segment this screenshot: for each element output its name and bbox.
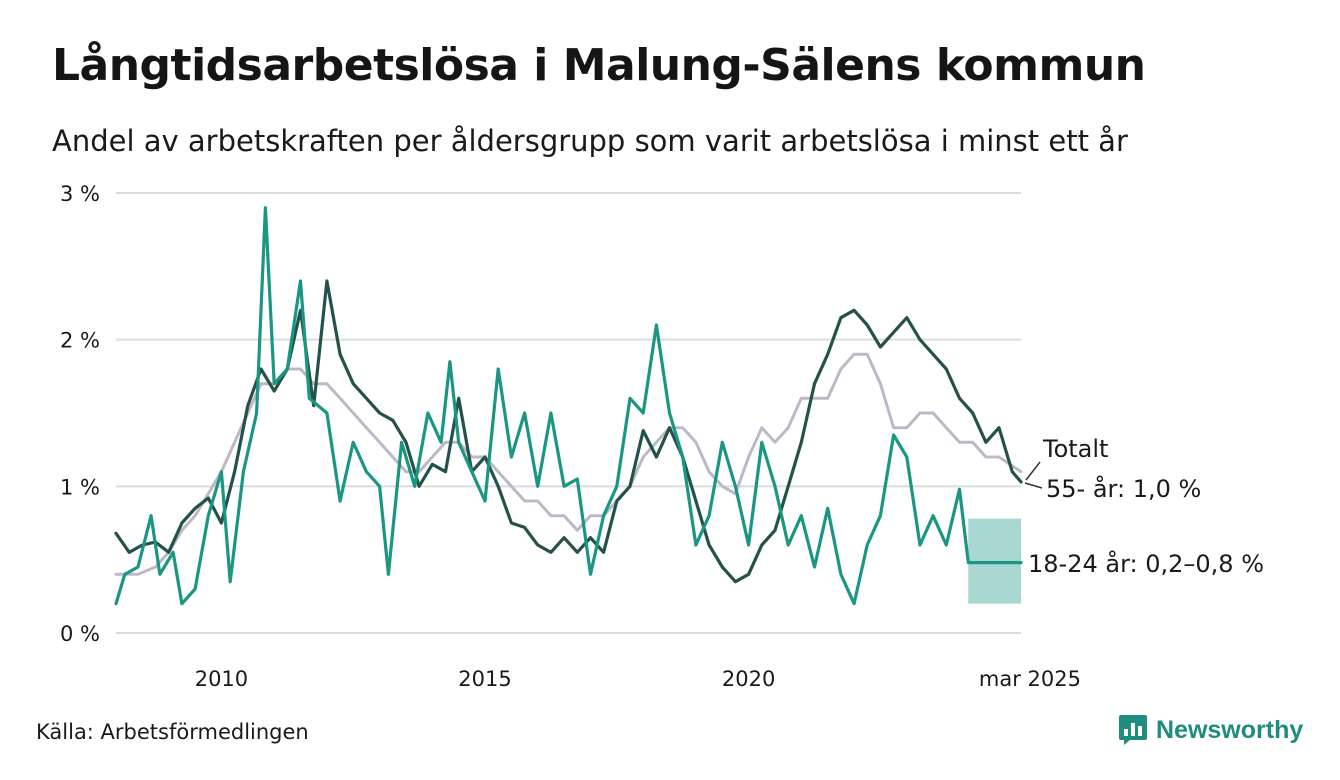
newsworthy-logo-icon [1119, 715, 1147, 745]
y-axis-ticks: 3 % 2 % 1 % 0 % [60, 182, 100, 646]
brand-logo: Newsworthy [1118, 714, 1303, 746]
series-line-age55 [114, 279, 1023, 584]
chart-title: Långtidsarbetslösa i Malung-Sälens kommu… [52, 40, 1146, 91]
brand-name: Newsworthy [1156, 715, 1304, 744]
end-label-age55: 55- år: 1,0 % [1046, 474, 1201, 503]
end-labels: Totalt 55- år: 1,0 % 18-24 år: 0,2–0,8 % [1024, 435, 1264, 578]
chart-subtitle: Andel av arbetskraften per åldersgrupp s… [52, 124, 1128, 158]
x-tick-label: mar 2025 [979, 667, 1081, 691]
x-axis-ticks: 2010 2015 2020 mar 2025 [195, 667, 1081, 691]
series-layer [114, 206, 1023, 606]
end-label-age1824: 18-24 år: 0,2–0,8 % [1028, 549, 1264, 578]
series-line-age1824 [114, 206, 1023, 606]
end-label-total: Totalt [1042, 435, 1108, 463]
line-chart: 3 % 2 % 1 % 0 % 2010 2015 2020 mar 2025 Totalt… [60, 182, 1264, 691]
source-note: Källa: Arbetsförmedlingen [36, 720, 309, 744]
x-tick-label: 2020 [722, 667, 775, 691]
y-tick-label: 0 % [60, 622, 100, 646]
y-tick-label: 1 % [60, 475, 100, 499]
label-leader-line [1024, 482, 1043, 489]
grid-lines [116, 192, 1021, 634]
x-tick-label: 2010 [195, 667, 248, 691]
x-tick-label: 2015 [458, 667, 511, 691]
y-tick-label: 2 % [60, 329, 100, 353]
y-tick-label: 3 % [60, 182, 100, 206]
label-leader-line [1025, 461, 1041, 481]
